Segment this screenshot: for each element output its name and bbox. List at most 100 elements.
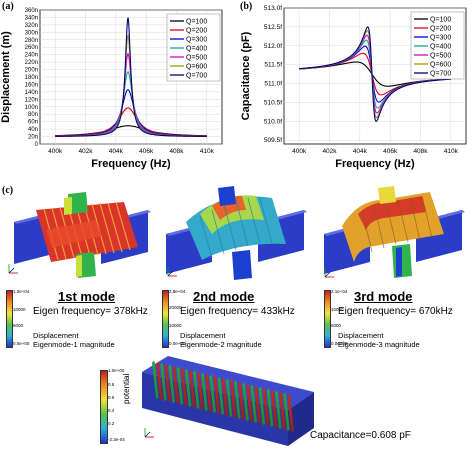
mode-2-cbar-mid: 20000 [169,305,182,310]
legend-entry: Q=600 [430,62,451,69]
mode-1-simulation-image [14,192,151,278]
axis-triad-icon [324,268,334,278]
x-tick-label: 404k [353,148,368,155]
mode-1-magnitude-label: Eigenmode-1 magnitude [33,340,115,349]
comb-finger [287,394,294,432]
x-axis-label: Frequency (Hz) [335,158,415,170]
legend-entry: Q=400 [430,44,451,51]
mode-2-displacement-label: Displacement [180,331,226,340]
y-tick-label: 180n [25,75,38,81]
x-tick-label: 410k [444,148,459,155]
y-tick-label: 511.5f [264,62,282,69]
comb-finger [152,361,159,399]
y-tick-label: 360n [25,8,38,14]
mode-1-title: 1st mode [58,289,116,304]
y-tick-label: 240n [25,53,38,59]
y-tick-label: 60n [28,120,38,126]
comb-finger [262,388,270,426]
comb-finger [213,376,221,414]
capacitor-potential-image [142,356,314,446]
x-tick-label: 408k [169,148,184,155]
legend-entry: Q=400 [186,46,207,53]
panel-label-a: (a) [2,1,14,12]
comb-finger [184,369,192,407]
comb-finger [176,367,184,405]
legend-entry: Q=300 [186,37,207,44]
x-tick-label: 400k [48,148,63,155]
y-tick-label: 0 [35,142,39,148]
comb-finger [270,390,278,428]
comb-finger [193,371,200,409]
potential-cbar-tick: 0.2 [108,421,115,426]
comb-finger [246,384,253,422]
mode-3-cbar-top: 2.1e+04 [331,289,348,294]
legend-entry: Q=600 [186,64,207,71]
mode-1-cbar-top: 1.0e+04 [13,289,30,294]
potential-cbar-top: 1.0e+00 [108,368,125,373]
y-tick-label: 340n [25,15,38,21]
mode-3-cbar-bottom: 0.0e+00 [331,341,348,346]
comb-finger [209,375,216,413]
mode-2-magnitude-label: Eigenmode-2 magnitude [180,340,262,349]
comb-finger [250,385,257,423]
potential-label: potential [122,373,131,404]
axis-triad-icon [144,428,154,438]
comb-finger [164,364,171,402]
mode-1-cbar-bottom: 0.0e+00 [13,341,30,346]
potential-cbar-bottom: -2.3e-04 [108,437,125,442]
comb-finger [242,383,249,421]
mode-2-cbar-mid2: 10000 [169,323,182,328]
mode-2-cbar-top: 2.8e+04 [169,289,186,294]
x-tick-label: 404k [109,148,124,155]
y-tick-label: 511.0f [264,81,282,88]
comb-finger [201,373,208,411]
mode-3-simulation-image [324,186,465,278]
mode-2-title: 2nd mode [193,289,255,304]
mode-2-simulation-image [166,186,307,280]
mode-1-cbar-mid2: 5000 [13,323,24,328]
mode-3-title: 3rd mode [354,289,413,304]
comb-finger [238,382,245,420]
comb-finger [217,377,225,415]
series-line [299,26,451,123]
y-tick-label: 40n [28,127,38,133]
comb-finger [197,372,204,410]
y-tick-label: 510.5f [264,99,282,106]
panel-label-b: (b) [240,1,253,12]
y-axis-label: Capacitance (pF) [240,31,252,120]
panel-label-c: (c) [2,185,14,196]
mode-1-displacement-label: Displacement [33,331,79,340]
axis-triad-icon [8,264,18,274]
y-tick-label: 20n [28,135,38,141]
y-tick-label: 320n [25,23,38,29]
axis-triad-icon [167,267,177,277]
y-tick-label: 260n [25,45,38,51]
comb-finger [266,389,274,427]
y-tick-label: 220n [25,60,38,66]
y-tick-label: 200n [25,68,38,74]
comb-finger [258,387,266,425]
y-tick-label: 140n [25,90,38,96]
legend-entry: Q=500 [430,53,451,60]
x-tick-label: 410k [200,148,215,155]
mode-2-eigen-frequency: Eigen frequency= 433kHz [180,306,295,317]
y-tick-label: 100n [25,105,38,111]
y-tick-label: 513.0f [264,5,282,12]
mode-1-colorbar [6,290,13,348]
series-line [55,17,207,137]
y-tick-label: 160n [25,82,38,88]
potential-cbar-tick: 0.8 [108,382,115,387]
x-tick-label: 402k [322,148,337,155]
mode-2-colorbar [162,290,169,348]
legend-entry: Q=200 [186,28,207,35]
comb-finger [279,392,286,430]
comb-finger [156,362,163,400]
mode-3-cbar-mid: 10000 [331,307,344,312]
comb-finger [160,363,167,401]
capacitance-result: Capacitance=0.608 pF [310,430,411,441]
comb-finger [234,381,241,419]
capacitance-chart: 400k 402k 404k 406k 408k 410k 509.5f 510.0f 510.… [240,5,467,170]
comb-finger [283,393,290,431]
x-tick-label: 408k [413,148,428,155]
